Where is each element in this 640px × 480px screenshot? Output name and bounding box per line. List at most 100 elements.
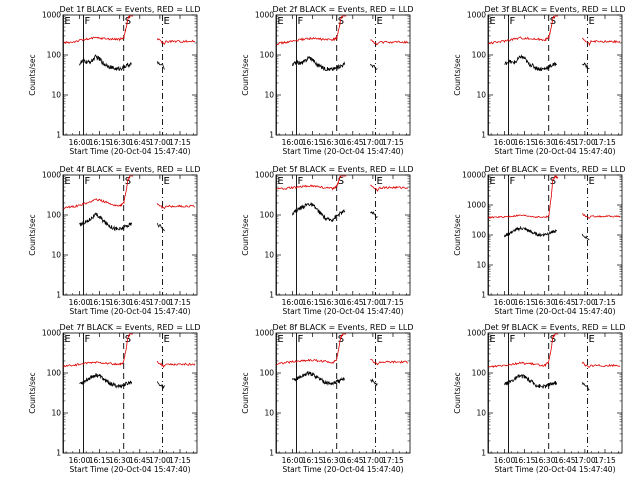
x-tick-label: 16:30 — [109, 298, 131, 307]
series-lld-line — [63, 15, 134, 45]
subplot-2: Det 2f BLACK = Events, RED = LLD 1 10 100 10… — [241, 5, 414, 156]
marker-letter: E — [589, 176, 595, 187]
subplot-6: Det 6f BLACK = Events, RED = LLD 1 10 100 10… — [453, 165, 626, 316]
chart-title: Det 2f BLACK = Events, RED = LLD — [272, 5, 413, 14]
y-tick-label: 1 — [269, 131, 274, 140]
series-events-line — [504, 225, 558, 238]
y-tick-label: 1000 — [255, 171, 274, 180]
y-tick-label: 1000 — [467, 201, 486, 210]
series-events-tail — [581, 62, 590, 70]
chart-title: Det 9f BLACK = Events, RED = LLD — [484, 323, 625, 332]
subplot-4: Det 4f BLACK = Events, RED = LLD 1 10 100 10… — [28, 165, 201, 316]
x-tick-label: 16:15 — [514, 456, 536, 465]
marker-letter: E — [164, 334, 170, 345]
y-tick-label: 10 — [264, 409, 274, 418]
x-tick-label: 16:00 — [494, 456, 516, 465]
y-axis-label: Counts/sec — [28, 54, 37, 95]
marker-letter: F — [510, 334, 516, 345]
marker-letter: E — [164, 16, 170, 27]
y-tick-label: 1000 — [467, 329, 486, 338]
y-axis-label: Counts/sec — [453, 214, 462, 255]
chart-title: Det 8f BLACK = Events, RED = LLD — [272, 323, 413, 332]
x-tick-label: 17:15 — [382, 138, 404, 147]
x-tick-label: 16:45 — [129, 138, 151, 147]
x-tick-label: 16:00 — [69, 138, 91, 147]
y-tick-label: 100 — [472, 51, 487, 60]
series-lld-line — [276, 15, 347, 46]
y-tick-label: 1 — [481, 131, 486, 140]
x-tick-label: 16:30 — [322, 456, 344, 465]
series-events-tail — [370, 378, 378, 387]
x-tick-label: 17:15 — [382, 456, 404, 465]
y-axis-label: Counts/sec — [28, 214, 37, 255]
series-lld-line — [63, 175, 134, 210]
series-lld-tail — [370, 184, 409, 192]
series-lld-tail — [581, 213, 621, 219]
y-axis-label: Counts/sec — [453, 372, 462, 413]
x-tick-label: 17:00 — [149, 456, 171, 465]
x-tick-label: 16:00 — [69, 298, 91, 307]
marker-letter: E — [489, 334, 495, 345]
marker-letter: F — [510, 176, 516, 187]
x-tick-label: 16:45 — [342, 138, 364, 147]
series-lld-tail — [370, 359, 408, 366]
y-tick-label: 1 — [56, 131, 61, 140]
y-tick-label: 10000 — [462, 171, 486, 180]
x-tick-label: 16:00 — [282, 456, 304, 465]
y-tick-label: 10 — [476, 409, 486, 418]
series-events-tail — [369, 210, 378, 219]
subplot-9: Det 9f BLACK = Events, RED = LLD 1 10 100 10… — [453, 323, 626, 474]
marker-letter: E — [277, 16, 283, 27]
series-lld-tail — [156, 203, 196, 210]
series-events-tail — [156, 61, 165, 70]
y-axis-label: Counts/sec — [453, 54, 462, 95]
y-tick-label: 1000 — [467, 11, 486, 20]
x-tick-label: 16:00 — [494, 298, 516, 307]
x-tick-label: 16:15 — [302, 456, 324, 465]
y-tick-label: 10 — [264, 91, 274, 100]
y-tick-label: 1000 — [255, 329, 274, 338]
series-lld-line — [488, 15, 559, 45]
x-axis-label: Start Time (20-Oct-04 15:47:40) — [282, 147, 403, 156]
series-lld-line — [276, 175, 347, 191]
x-tick-label: 16:30 — [534, 298, 556, 307]
x-tick-label: 16:45 — [129, 456, 151, 465]
marker-letter: F — [298, 334, 304, 345]
subplot-8: Det 8f BLACK = Events, RED = LLD 1 10 100 10… — [241, 323, 414, 474]
marker-letter: E — [277, 334, 283, 345]
x-tick-label: 16:00 — [282, 298, 304, 307]
x-axis-label: Start Time (20-Oct-04 15:47:40) — [282, 307, 403, 316]
x-axis-label: Start Time (20-Oct-04 15:47:40) — [69, 465, 190, 474]
x-tick-label: 16:45 — [342, 456, 364, 465]
x-tick-label: 16:15 — [89, 298, 111, 307]
series-events-tail — [156, 222, 165, 232]
y-tick-label: 1000 — [255, 11, 274, 20]
series-lld-line — [63, 333, 134, 368]
x-tick-label: 16:00 — [69, 456, 91, 465]
x-tick-label: 16:15 — [302, 138, 324, 147]
y-tick-label: 10 — [476, 261, 486, 270]
x-tick-label: 17:00 — [149, 138, 171, 147]
x-axis-label: Start Time (20-Oct-04 15:47:40) — [69, 147, 190, 156]
y-tick-label: 10 — [51, 91, 61, 100]
marker-letter: E — [164, 176, 170, 187]
series-events-line — [504, 54, 558, 72]
series-lld-line — [276, 333, 347, 365]
y-tick-label: 10 — [264, 251, 274, 260]
y-tick-label: 1000 — [42, 11, 61, 20]
x-axis-label: Start Time (20-Oct-04 15:47:40) — [494, 147, 615, 156]
y-tick-label: 1 — [56, 291, 61, 300]
y-tick-label: 100 — [472, 231, 487, 240]
y-tick-label: 10 — [51, 409, 61, 418]
x-tick-label: 17:00 — [362, 138, 384, 147]
marker-letter: E — [64, 334, 70, 345]
marker-letter: F — [298, 16, 304, 27]
x-tick-label: 16:45 — [342, 298, 364, 307]
series-events-tail — [581, 233, 590, 241]
y-tick-label: 1 — [481, 291, 486, 300]
y-axis-label: Counts/sec — [241, 214, 250, 255]
marker-letter: E — [589, 16, 595, 27]
y-tick-label: 100 — [260, 51, 275, 60]
x-tick-label: 16:30 — [322, 138, 344, 147]
